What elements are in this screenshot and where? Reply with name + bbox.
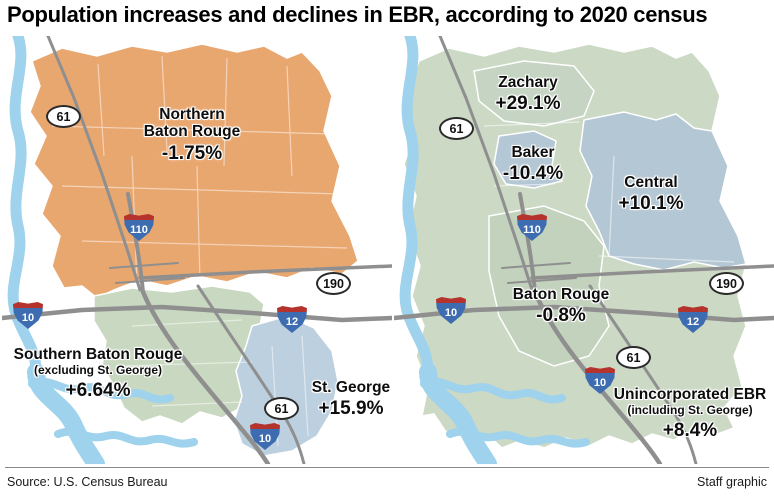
region-value: +10.1% [618,193,684,215]
interstate-number: 110 [130,224,148,236]
region-name: Zachary [498,74,558,91]
us-route-shield-61: 61 [439,117,474,140]
interstate-number: 10 [444,307,458,319]
interstate-number: 110 [523,224,541,236]
region-label-baton-rouge: Baton Rouge -0.8% [504,286,618,327]
page-title: Population increases and declines in EBR… [7,2,708,27]
municipal-boundary-lines [483,121,735,263]
region-value: -10.4% [502,163,564,185]
region-name: Northern Baton Rouge [143,106,241,141]
region-name: Unincorporated EBR [613,386,767,403]
us-route-shield-61: 61 [616,346,651,369]
region-name: St. George [311,379,391,396]
us-route-shield-61: 61 [46,105,81,128]
us-route-number: 190 [323,276,344,291]
region-baker-shape [493,130,564,189]
region-subnote: (excluding St. George) [33,363,162,378]
region-value: -0.8% [536,305,586,327]
us-route-shield-190: 190 [709,272,744,295]
highway-lines [2,36,392,464]
region-zachary-shape [473,60,595,127]
staff-credit: Staff graphic [697,475,767,489]
us-route-number: 61 [449,121,464,136]
region-value: +8.4% [662,420,718,442]
us-route-number: 190 [716,276,737,291]
interstate-number: 12 [285,316,299,328]
region-label-southern-baton-rouge: Southern Baton Rouge (excluding St. Geor… [6,346,190,402]
mississippi-river [7,36,198,464]
us-route-number: 61 [626,350,641,365]
footer-divider [5,467,769,468]
us-route-number: 61 [274,401,289,416]
region-label-st-george: St. George +15.9% [300,379,402,420]
interstate-number: 10 [593,377,607,389]
us-route-shield-61: 61 [264,397,299,420]
region-subnote: (including St. George) [627,403,753,418]
region-value: +15.9% [318,398,384,420]
interstate-number: 10 [21,312,35,324]
region-label-baker: Baker -10.4% [486,144,580,185]
region-label-central: Central +10.1% [600,174,702,215]
us-route-shield-190: 190 [316,272,351,295]
region-st-george-shape [233,315,339,457]
region-northern-baton-rouge-shape [29,43,359,299]
interstate-number: 10 [258,433,272,445]
region-value: +6.64% [65,380,131,402]
mississippi-river [399,36,590,464]
region-label-unincorporated-ebr: Unincorporated EBR (including St. George… [609,386,771,442]
source-credit: Source: U.S. Census Bureau [7,475,168,489]
region-label-zachary: Zachary +29.1% [477,74,579,115]
region-central-shape [579,111,747,271]
us-route-number: 61 [56,109,71,124]
map-right-municipalities [394,36,774,464]
region-value: -1.75% [161,142,223,164]
region-label-northern-baton-rouge: Northern Baton Rouge -1.75% [138,106,246,165]
region-name: Baton Rouge [512,286,610,303]
region-name: Southern Baton Rouge [13,346,183,363]
region-name: Central [624,174,678,191]
interstate-number: 12 [686,316,700,328]
map-left-city-regions [2,36,392,464]
region-value: +29.1% [495,93,561,115]
region-name: Baker [511,144,555,161]
